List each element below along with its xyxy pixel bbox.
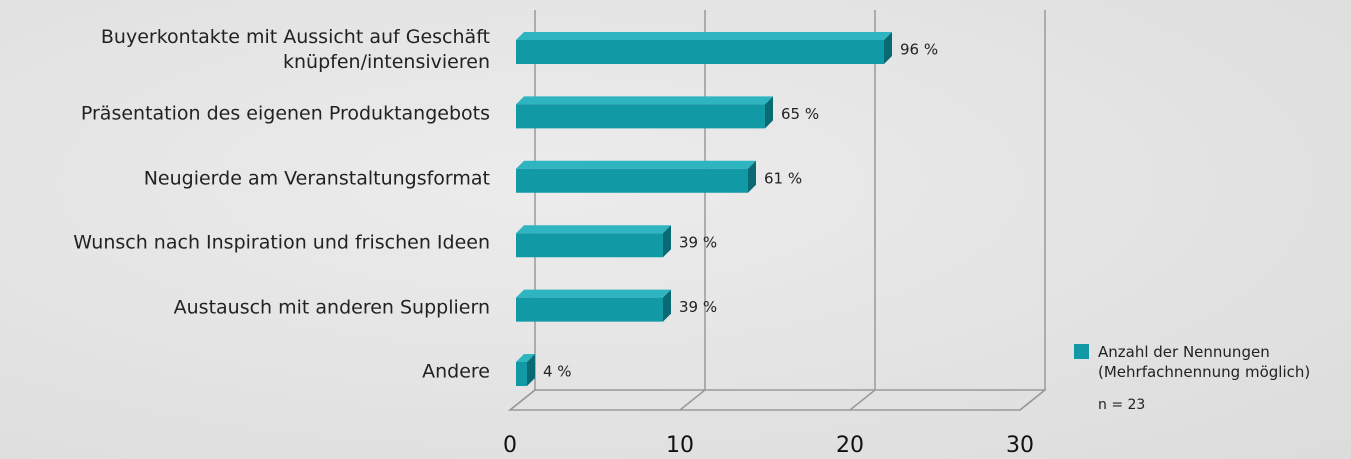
- value-label: 61 %: [764, 169, 802, 187]
- bar-face: [516, 40, 884, 64]
- bar-face: [765, 96, 773, 129]
- x-tick-label: 30: [1006, 433, 1034, 458]
- category-label: Präsentation des eigenen Produktangebots: [80, 102, 490, 125]
- grid-line: [679, 10, 706, 411]
- bar-face: [516, 104, 765, 129]
- bar-face: [527, 354, 535, 386]
- value-label: 4 %: [543, 363, 572, 381]
- legend-label: Anzahl der Nennungen (Mehrfachnennung mö…: [1098, 343, 1311, 381]
- value-label: 96 %: [900, 41, 938, 59]
- bar: [516, 96, 773, 129]
- bar-face: [516, 362, 527, 386]
- bar: [516, 160, 756, 193]
- category-label: Wunsch nach Inspiration und frischen Ide…: [73, 231, 490, 254]
- grid-line: [1019, 10, 1046, 411]
- category-label: Andere: [422, 360, 490, 383]
- grid-line: [509, 10, 536, 411]
- bar-face: [516, 289, 671, 298]
- bar: [516, 225, 671, 258]
- bar-face: [516, 297, 663, 322]
- annotation: n = 23: [1098, 397, 1146, 413]
- bar: [516, 32, 892, 64]
- category-label: Neugierde am Veranstaltungsformat: [143, 167, 490, 190]
- value-label: 65 %: [781, 105, 819, 123]
- bar: [516, 289, 671, 322]
- value-label: 39 %: [679, 298, 717, 316]
- bar-face: [516, 354, 535, 362]
- bar-face: [884, 32, 892, 64]
- bar-face: [748, 160, 756, 193]
- category-label: Austausch mit anderen Suppliern: [173, 296, 490, 319]
- bar-face: [516, 160, 756, 169]
- x-tick-label: 0: [503, 433, 517, 458]
- x-tick-label: 20: [836, 433, 864, 458]
- bar-face: [516, 233, 663, 258]
- value-label: 39 %: [679, 234, 717, 252]
- bar-face: [663, 289, 671, 322]
- bar-face: [516, 225, 671, 234]
- bar-face: [516, 168, 748, 193]
- grid-line: [849, 10, 876, 411]
- x-tick-label: 10: [666, 433, 694, 458]
- category-label: Buyerkontakte mit Aussicht auf Geschäft …: [100, 26, 490, 73]
- bar: [516, 354, 535, 386]
- bar-face: [663, 225, 671, 258]
- legend-swatch: [1074, 344, 1089, 359]
- floor: [507, 389, 1048, 411]
- bar-face: [516, 96, 773, 105]
- bar-face: [516, 32, 892, 40]
